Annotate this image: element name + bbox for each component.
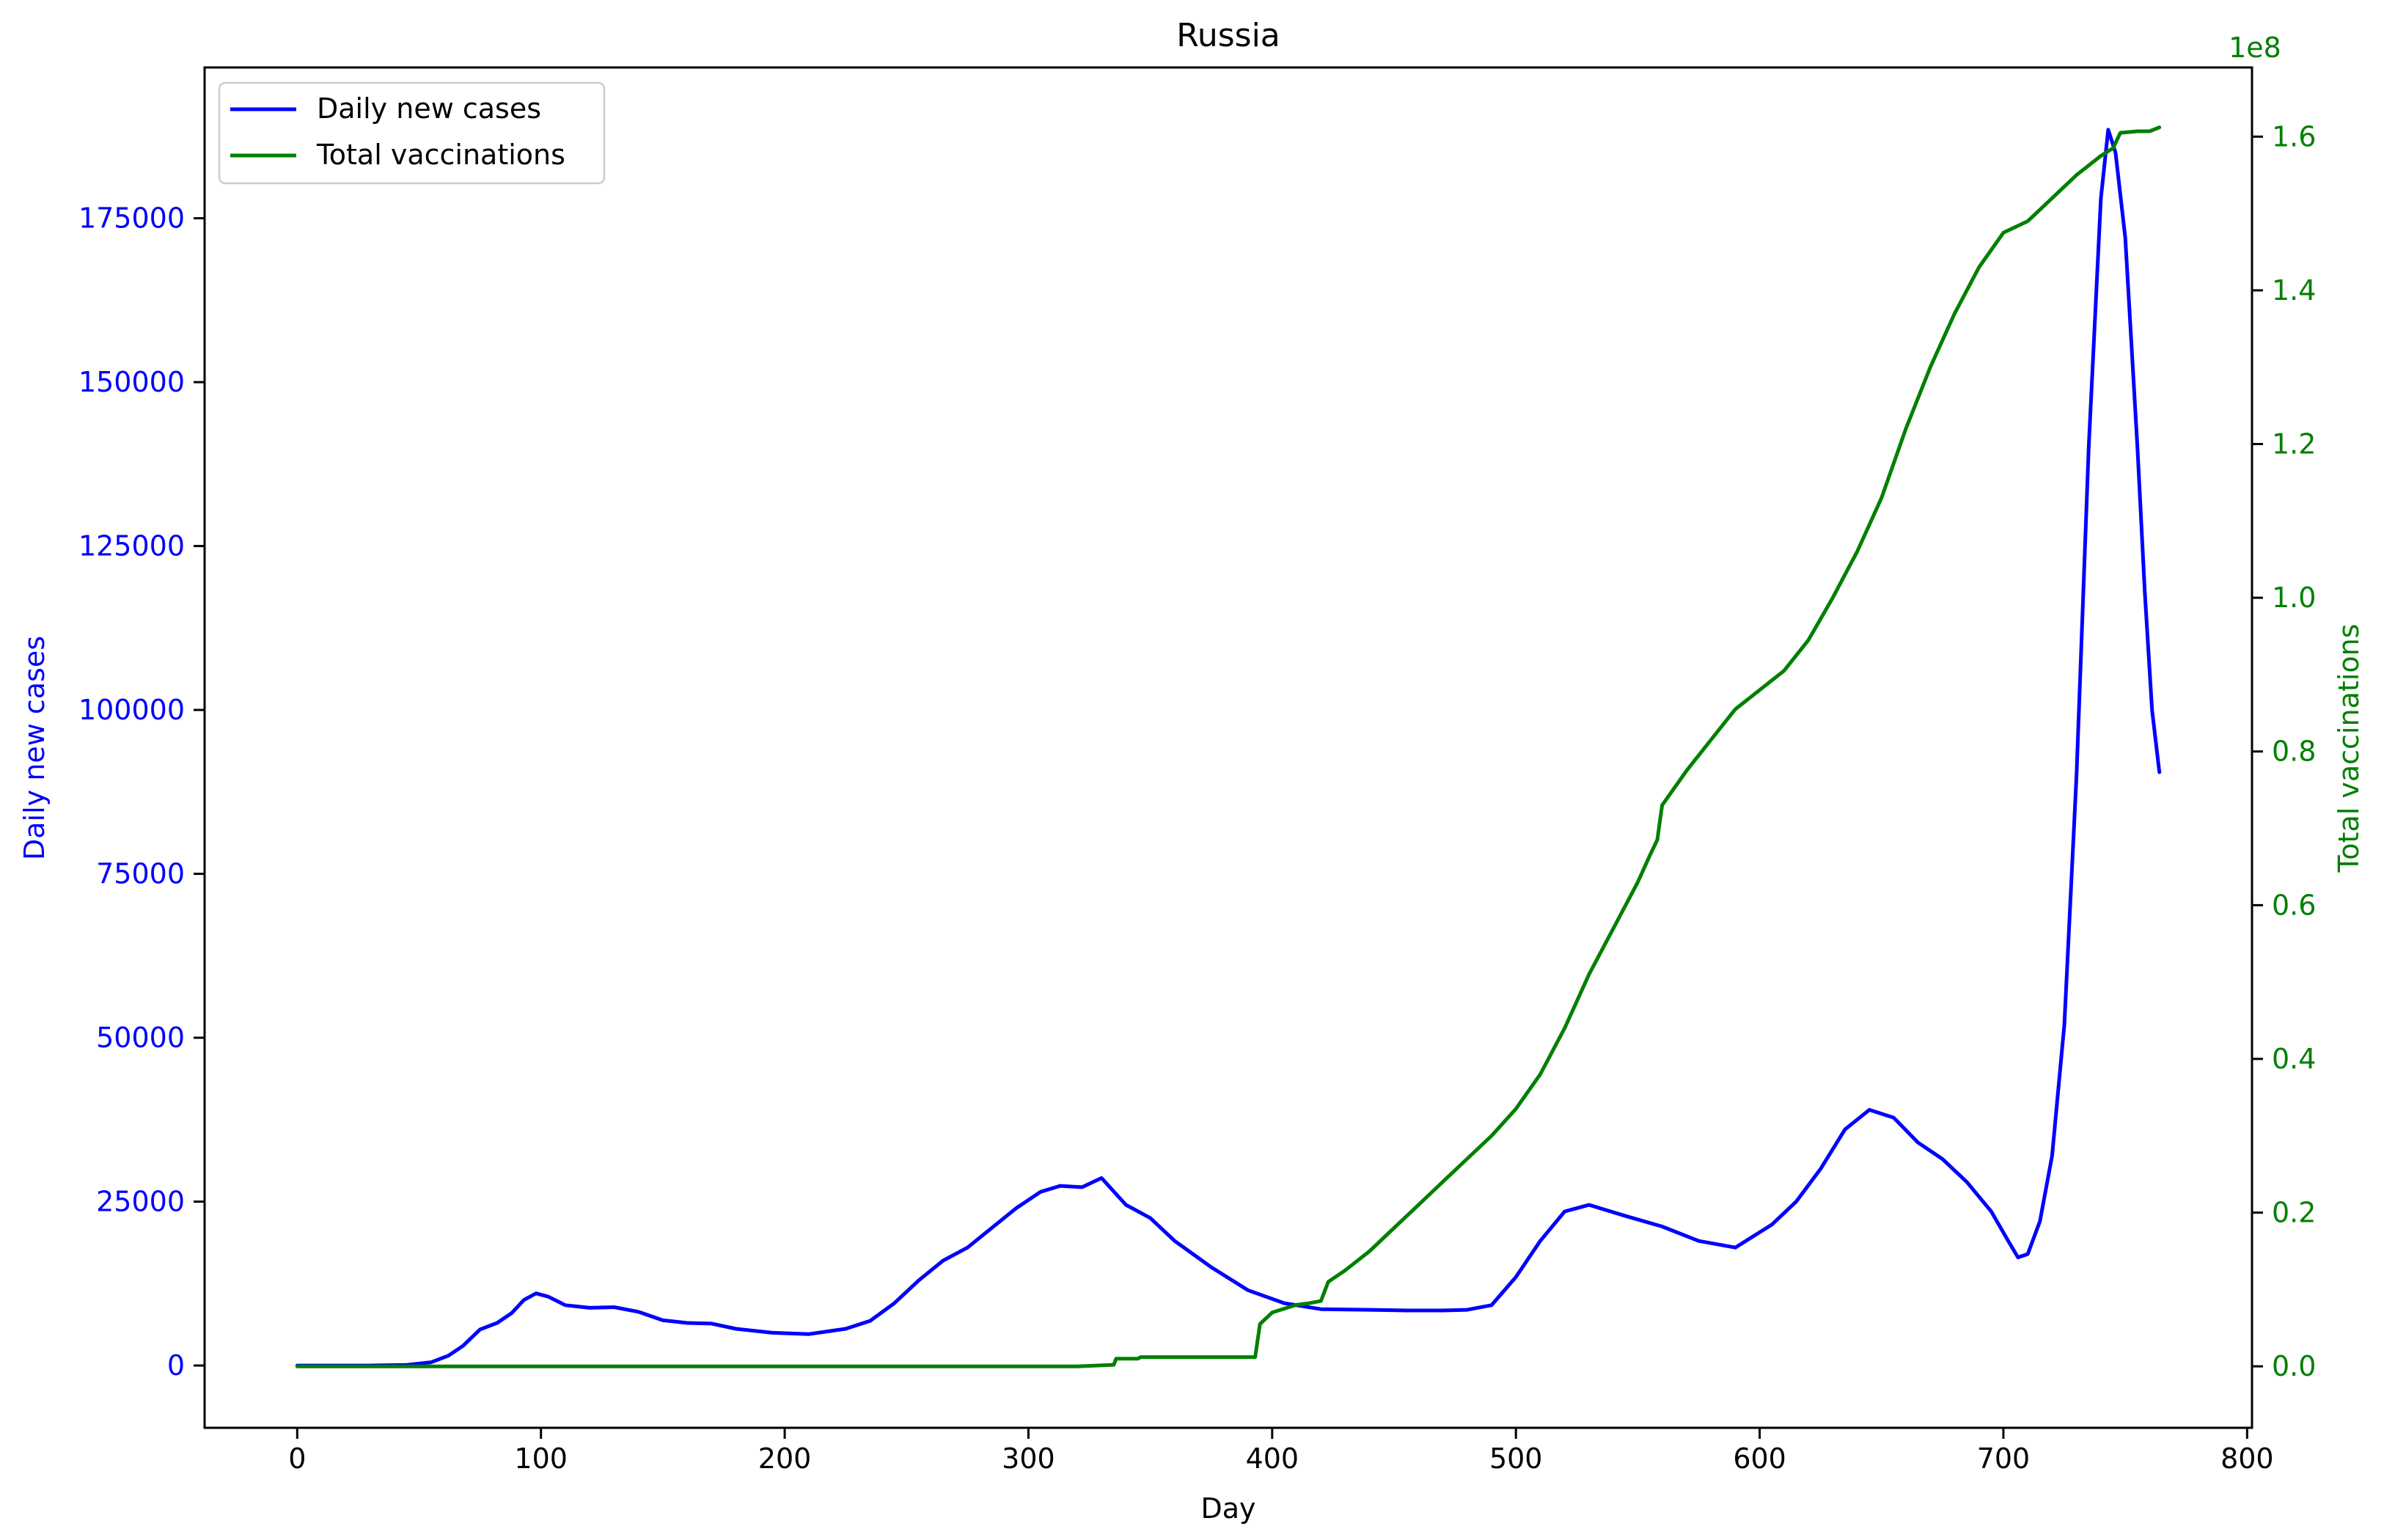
y-right-tick-label: 0.6 — [2272, 889, 2316, 921]
x-tick-label: 300 — [1002, 1442, 1055, 1475]
y-axis-left-label: Daily new cases — [18, 636, 51, 860]
legend-box — [218, 81, 606, 185]
y-right-tick-label: 1.2 — [2272, 428, 2316, 461]
plot-frame — [203, 66, 2253, 1429]
y-left-tick-label: 100000 — [78, 694, 185, 726]
x-tick-label: 400 — [1246, 1442, 1299, 1475]
y-right-tick-label: 1.4 — [2272, 274, 2316, 307]
x-axis-label: Day — [1200, 1492, 1255, 1525]
y-right-tick-label: 0.2 — [2272, 1197, 2316, 1229]
y-right-tick-label: 1.6 — [2272, 120, 2316, 153]
y-left-tick-label: 75000 — [96, 858, 185, 890]
x-tick-label: 600 — [1733, 1442, 1786, 1475]
legend-label-total-vaccinations: Total vaccinations — [316, 139, 565, 171]
y-left-tick-label: 150000 — [78, 366, 185, 398]
series-line-total-vaccinations — [295, 125, 2162, 1368]
y-left-tick-label: 175000 — [78, 202, 185, 235]
y-right-tick-label: 0.0 — [2272, 1350, 2316, 1382]
y-axis-left: 0 25000 50000 75000 100000 125000 150000 175000 — [78, 202, 205, 1382]
y-left-tick-label: 125000 — [78, 530, 185, 562]
y-left-tick-label: 0 — [167, 1349, 185, 1382]
legend-label-daily-new-cases: Daily new cases — [317, 92, 541, 125]
x-tick-label: 500 — [1489, 1442, 1543, 1475]
y-axis-right: 0.0 0.2 0.4 0.6 0.8 1.0 1.2 1.4 1.6 — [2252, 120, 2316, 1382]
x-tick-label: 800 — [2220, 1442, 2274, 1475]
legend: Daily new cases Total vaccinations — [218, 81, 606, 185]
series-line-daily-new-cases — [295, 128, 2162, 1368]
y-left-tick-label: 50000 — [96, 1022, 185, 1054]
y-right-tick-label: 0.8 — [2272, 736, 2316, 768]
y-right-tick-label: 1.0 — [2272, 582, 2316, 614]
chart-title: Russia — [1176, 17, 1280, 54]
y-axis-right-offset-label: 1e8 — [2229, 32, 2281, 64]
x-tick-label: 200 — [758, 1442, 812, 1475]
y-left-tick-label: 25000 — [96, 1186, 185, 1218]
x-tick-label: 0 — [288, 1442, 306, 1475]
x-tick-label: 100 — [514, 1442, 568, 1475]
x-axis: 0 100 200 300 400 500 600 700 800 — [288, 1428, 2274, 1475]
x-tick-label: 700 — [1977, 1442, 2031, 1475]
y-axis-right-label: Total vaccinations — [2333, 624, 2365, 873]
y-right-tick-label: 0.4 — [2272, 1043, 2316, 1075]
series-layer — [295, 125, 2162, 1368]
